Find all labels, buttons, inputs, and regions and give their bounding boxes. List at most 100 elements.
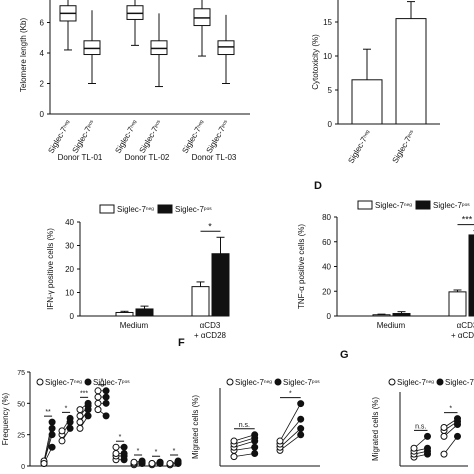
- tnf-y-tick-label: 20: [322, 287, 331, 296]
- frequency-point-neg: [58, 437, 66, 445]
- ifn-sig-label: *: [208, 221, 212, 231]
- donor-label: Donor TL-03: [192, 153, 237, 162]
- telomere-y-tick-label: 4: [40, 49, 45, 58]
- migratedF-point-neg: [276, 437, 284, 445]
- migratedF-point-pos: [251, 450, 259, 458]
- frequency-point-neg: [76, 412, 84, 420]
- frequency-point-pos: [102, 399, 110, 407]
- cyto-bar: [351, 79, 383, 125]
- box-category-label: Siglec-7neg: [46, 118, 72, 155]
- migratedF-point-pos: [297, 425, 305, 433]
- ifn-bar: [211, 253, 230, 317]
- frequency-point-pos: [84, 399, 92, 407]
- tnf-category-label: αCD3: [457, 321, 474, 330]
- box-category-label: Siglec-7pos: [138, 118, 164, 155]
- migratedG-point-neg: [440, 450, 448, 458]
- frequency-legend-marker: [36, 378, 44, 386]
- frequency-point-neg: [94, 406, 102, 414]
- migratedF-legend-label: Siglec-7neg: [235, 378, 272, 387]
- migratedG-legend-label: Siglec-7pos: [445, 378, 474, 387]
- box-category-label: Siglec-7neg: [180, 118, 206, 155]
- tnf-bar: [448, 291, 467, 317]
- migratedF-y-label: Migrated cells (%): [191, 395, 200, 459]
- migratedF-point-pos: [297, 400, 305, 408]
- migratedF-point-neg: [230, 453, 238, 461]
- box-iqr: [126, 5, 144, 20]
- telomere-y-tick-label: 0: [40, 110, 45, 119]
- frequency-sig-label: *: [101, 378, 104, 385]
- frequency-sig-label: *: [119, 434, 122, 441]
- telomere-y-tick-label: 2: [40, 80, 45, 89]
- donor-label: Donor TL-02: [125, 153, 170, 162]
- migratedG-point-neg: [440, 432, 448, 440]
- migratedF-point-pos: [251, 431, 259, 439]
- migratedF-pair-line: [233, 437, 255, 445]
- ifn-y-label: IFN-γ positive cells (%): [46, 228, 55, 310]
- frequency-sig-label: *: [65, 405, 68, 412]
- ifn-legend-swatch: [99, 204, 115, 214]
- panel-label-G: G: [340, 349, 349, 361]
- cyto-category-label: Siglec-7neg: [346, 128, 372, 165]
- frequency-point-neg: [40, 459, 48, 467]
- box-category-label: Siglec-7neg: [113, 118, 139, 155]
- frequency-sig-label: *: [137, 448, 140, 455]
- frequency-sig-label: ***: [80, 390, 88, 397]
- migratedG-point-pos: [424, 432, 431, 440]
- frequency-point-neg: [112, 449, 120, 457]
- migratedF-legend-label: Siglec-7pos: [283, 378, 320, 387]
- ifn-category-label: αCD3: [200, 321, 221, 330]
- tnf-y-tick-label: 80: [322, 213, 331, 222]
- telomere-y-label: Telomere length (Kb): [19, 18, 28, 93]
- frequency-y-tick-label: 0: [21, 464, 25, 471]
- box-iqr: [193, 8, 211, 27]
- cyto-y-tick-label: 5: [328, 86, 333, 95]
- migratedF-pair-line: [279, 403, 302, 442]
- frequency-sig-label: **: [45, 409, 51, 416]
- migratedF-point-pos: [251, 443, 259, 451]
- cyto-y-label: Cytotoxicity (%): [311, 34, 320, 90]
- tnf-bar: [468, 234, 474, 317]
- migratedF-point-neg: [230, 437, 238, 445]
- frequency-y-label: Frequency (%): [1, 392, 10, 445]
- frequency-y-tick-label: 75: [17, 370, 25, 377]
- frequency-sig-label: *: [173, 448, 176, 455]
- ifn-bar: [115, 311, 134, 317]
- ifn-legend-swatch: [157, 204, 173, 214]
- box-iqr: [217, 40, 235, 56]
- cyto-bar: [395, 18, 427, 125]
- migratedG-point-neg: [410, 444, 418, 452]
- migratedG-sig-label: n.s.: [415, 423, 426, 430]
- frequency-sig-label: *: [155, 449, 158, 456]
- tnf-legend-swatch: [415, 200, 431, 210]
- ifn-category-label: + αCD28: [194, 331, 227, 340]
- tnf-sig-label: ***: [462, 215, 473, 225]
- frequency-point-pos: [156, 458, 164, 466]
- frequency-point-pos: [48, 431, 56, 439]
- frequency-point-neg: [76, 424, 84, 432]
- migratedF-sig-label: n.s.: [239, 422, 250, 429]
- migratedF-legend-marker: [274, 378, 282, 386]
- ifn-legend-label: Siglec-7neg: [117, 205, 154, 214]
- frequency-point-pos: [48, 418, 56, 426]
- migratedG-point-pos: [424, 444, 431, 452]
- migratedG-y-label: Migrated cells (%): [371, 397, 380, 461]
- frequency-point-pos: [120, 443, 128, 451]
- tnf-legend-label: Siglec-7neg: [375, 201, 412, 210]
- tnf-legend-label: Siglec-7pos: [433, 201, 470, 210]
- migratedG-point-pos: [454, 432, 461, 440]
- frequency-legend-marker: [84, 378, 92, 386]
- frequency-point-pos: [138, 457, 146, 465]
- tnf-y-tick-label: 60: [322, 238, 331, 247]
- box-category-label: Siglec-7pos: [205, 118, 231, 155]
- tnf-category-label: + αCD28: [451, 331, 474, 340]
- cyto-category-label: Siglec-7pos: [391, 128, 417, 165]
- frequency-point-neg: [112, 443, 120, 451]
- migratedF-point-pos: [297, 415, 305, 423]
- migratedG-legend-label: Siglec-7neg: [397, 378, 434, 387]
- ifn-y-tick-label: 20: [65, 265, 74, 274]
- frequency-point-neg: [94, 393, 102, 401]
- migratedF-sig-label: *: [289, 391, 292, 398]
- frequency-point-pos: [66, 414, 74, 422]
- cyto-y-tick-label: 10: [323, 52, 332, 61]
- frequency-point-pos: [102, 393, 110, 401]
